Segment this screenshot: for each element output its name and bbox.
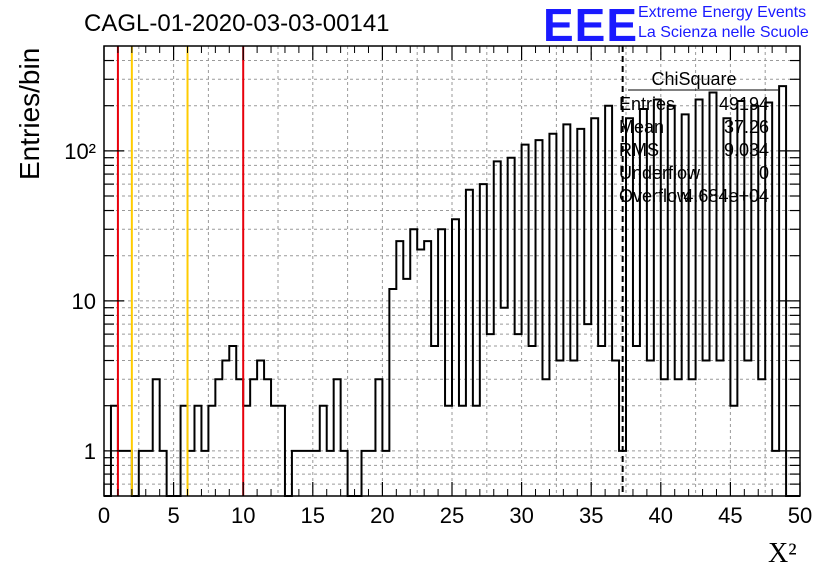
histogram-bin — [222, 361, 229, 496]
histogram-bin — [633, 346, 640, 496]
logo-line-1: Extreme Energy Events — [638, 4, 807, 21]
histogram-bin — [417, 249, 424, 496]
stats-value: 9.034 — [724, 140, 769, 160]
x-tick-label: 30 — [509, 503, 533, 528]
histogram-bin — [689, 379, 696, 496]
histogram-bin — [584, 324, 591, 496]
histogram-bin — [591, 118, 598, 496]
histogram-bin — [647, 361, 654, 496]
histogram-bin — [703, 361, 710, 496]
x-tick-label: 5 — [167, 503, 179, 528]
x-tick-label: 0 — [98, 503, 110, 528]
histogram-bin — [758, 379, 765, 496]
histogram-bin — [696, 99, 703, 496]
stats-label: Overflow — [619, 186, 691, 206]
histogram-bin — [229, 346, 236, 496]
histogram-bin — [542, 379, 549, 496]
histogram-bin — [779, 86, 786, 496]
histogram-bin — [549, 134, 556, 496]
histogram-bin — [334, 379, 341, 496]
histogram-bin — [515, 334, 522, 496]
chart-title: CAGL-01-2020-03-03-00141 — [84, 10, 390, 37]
stats-value: 4.684e+04 — [683, 186, 769, 206]
histogram-bin — [452, 219, 459, 496]
x-tick-label: 35 — [579, 503, 603, 528]
x-tick-label: 15 — [301, 503, 325, 528]
histogram-bin — [153, 379, 160, 496]
histogram-bin — [556, 361, 563, 496]
histogram-bin — [501, 308, 508, 496]
histogram-bin — [737, 101, 744, 496]
histogram-bin — [710, 92, 717, 496]
histogram-bin — [661, 379, 668, 496]
x-tick-label: 50 — [788, 503, 812, 528]
histogram-bin — [598, 346, 605, 496]
histogram-bin — [480, 184, 487, 496]
x-axis-label: X² — [768, 538, 797, 569]
stats-label: Underflow — [619, 163, 701, 183]
logo-line-2: La Scienza nelle Scuole — [638, 24, 809, 41]
histogram-bin — [264, 379, 271, 496]
stats-value: 0 — [759, 163, 769, 183]
y-tick-label: 1 — [84, 439, 96, 464]
histogram-outline — [104, 85, 800, 497]
histogram-bin — [375, 379, 382, 496]
histogram-bin — [410, 229, 417, 496]
histogram-bin — [236, 379, 243, 496]
stats-value: 49194 — [719, 94, 769, 114]
histogram-bin — [403, 279, 410, 496]
x-tick-label: 45 — [718, 503, 742, 528]
stats-value: 37.26 — [724, 117, 769, 137]
x-tick-label: 25 — [440, 503, 464, 528]
histogram-bin — [466, 190, 473, 496]
histogram-bin — [563, 124, 570, 496]
histogram-bin — [675, 379, 682, 496]
histogram-bin — [438, 229, 445, 496]
stats-label: RMS — [619, 140, 659, 160]
histogram-bin — [522, 145, 529, 496]
histogram-bin — [215, 379, 222, 496]
y-tick-label: 10² — [64, 139, 96, 164]
histogram-bin — [431, 346, 438, 496]
logo-caption: Extreme Energy Events La Scienza nelle S… — [638, 3, 809, 43]
histogram-bin — [716, 361, 723, 496]
stats-name: ChiSquare — [651, 69, 736, 89]
y-tick-label: 10 — [72, 289, 96, 314]
histogram-bin — [612, 361, 619, 496]
histogram-bin — [723, 118, 730, 496]
histogram-bin — [536, 140, 543, 496]
x-tick-label: 20 — [370, 503, 394, 528]
histogram-bin — [494, 161, 501, 496]
stats-label: Entries — [619, 94, 675, 114]
histogram-bin — [765, 103, 772, 496]
histogram-bin — [508, 158, 515, 496]
histogram-bin — [487, 334, 494, 496]
x-tick-label: 10 — [231, 503, 255, 528]
histogram-bin — [257, 361, 264, 496]
eee-logo: EEE — [543, 0, 639, 51]
histogram-bin — [250, 379, 257, 496]
stats-label: Mean — [619, 117, 664, 137]
histogram-bin — [744, 361, 751, 496]
histogram-bin — [529, 346, 536, 496]
histogram-bin — [570, 361, 577, 496]
x-tick-label: 40 — [649, 503, 673, 528]
